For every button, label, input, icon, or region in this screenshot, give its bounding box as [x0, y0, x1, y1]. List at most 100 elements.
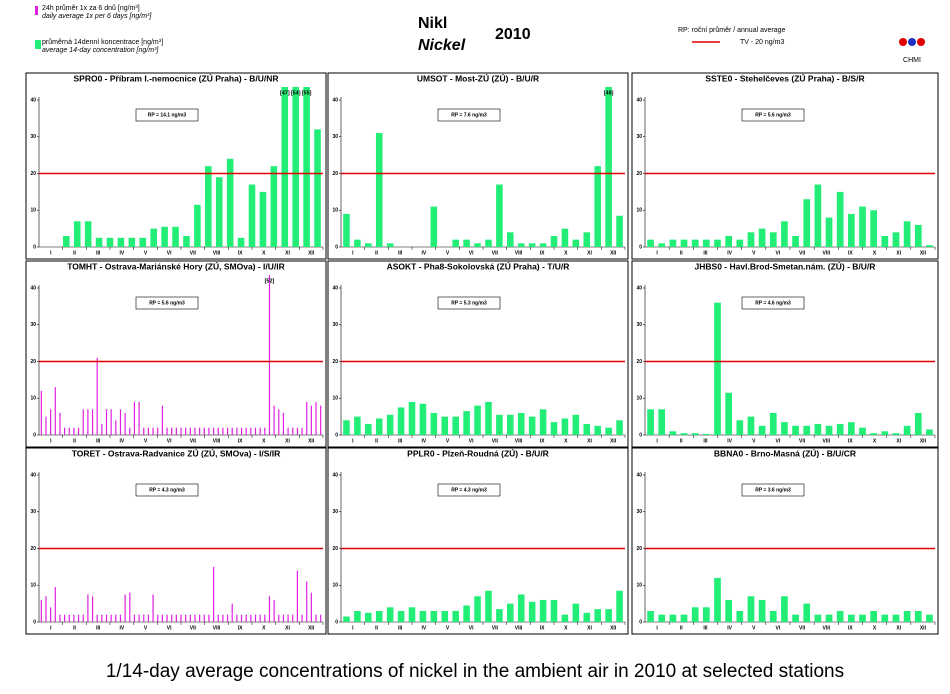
bar [63, 235, 70, 247]
bar [152, 594, 154, 622]
x-tick-label: III [703, 625, 708, 631]
bar [594, 166, 601, 247]
panel [631, 260, 939, 448]
bar [572, 414, 580, 435]
bar [203, 427, 205, 435]
annotation: RP = 5.3 ng/m3 [451, 300, 487, 306]
bar [119, 409, 122, 435]
bar [583, 612, 591, 622]
bar [485, 401, 492, 435]
bar [129, 427, 131, 435]
x-tick-label: VI [776, 250, 781, 256]
bar [375, 418, 383, 435]
bar [375, 610, 383, 622]
y-tick-label: 20 [30, 171, 36, 177]
bar [814, 184, 822, 247]
value-label: [55] [302, 90, 312, 96]
x-tick-label: IX [848, 438, 853, 444]
y-tick-label: 10 [636, 208, 642, 214]
bar [306, 581, 308, 622]
bar [926, 614, 933, 622]
y-tick-label: 40 [636, 472, 642, 478]
x-tick-label: X [873, 250, 877, 256]
bar [231, 603, 233, 622]
y-tick-label: 30 [30, 322, 36, 328]
title-en: Nickel [418, 37, 466, 54]
bar [647, 610, 654, 622]
y-tick-label: 10 [30, 583, 36, 589]
bar [792, 614, 799, 622]
x-tick-label: XI [896, 438, 901, 444]
y-tick-label: 20 [636, 171, 642, 177]
y-tick-label: 30 [332, 509, 338, 515]
bar [301, 427, 303, 435]
bar [115, 614, 117, 622]
bar [561, 418, 569, 435]
bar [408, 401, 416, 435]
bar [725, 235, 732, 247]
bar [408, 607, 416, 622]
bar [105, 614, 108, 622]
bar [594, 425, 601, 435]
chart-title: SSTE0 - Stehelčeves (ZÚ Praha) - B/S/R [705, 72, 864, 83]
bar [474, 243, 481, 247]
x-tick-label: IV [119, 250, 124, 256]
bar [758, 599, 766, 622]
y-tick-label: 0 [335, 432, 338, 438]
x-tick-label: II [375, 438, 378, 444]
bar [194, 427, 196, 435]
x-tick-label: V [144, 625, 148, 631]
bar [517, 412, 525, 435]
bar [215, 177, 223, 247]
bar [292, 427, 294, 435]
bar [903, 610, 911, 622]
y-tick-label: 20 [30, 546, 36, 552]
bar [365, 423, 372, 435]
tv-note: TV - 20 ng/m3 [740, 39, 784, 46]
bar [171, 614, 173, 622]
bar [781, 221, 788, 247]
bar [259, 191, 267, 247]
bar [397, 407, 405, 435]
bar [161, 614, 163, 622]
bar [124, 412, 126, 435]
bar [463, 605, 470, 622]
bar [528, 416, 536, 435]
x-tick-label: VIII [515, 250, 523, 256]
bar [82, 614, 84, 622]
bar [605, 609, 612, 622]
y-tick-label: 40 [332, 472, 338, 478]
chart-title: UMSOT - Most-ZÚ (ZÚ) - B/U/R [417, 72, 539, 83]
bar [180, 427, 182, 435]
x-tick-label: III [96, 625, 101, 631]
x-tick-label: I [50, 250, 52, 256]
bar [343, 616, 350, 622]
y-tick-label: 30 [636, 134, 642, 140]
bar [343, 420, 350, 435]
bar [605, 427, 612, 435]
bar [836, 610, 844, 622]
y-tick-label: 40 [332, 97, 338, 103]
bar [386, 243, 394, 247]
annotation-box [135, 483, 199, 497]
bar [859, 206, 866, 247]
x-tick-label: XI [587, 250, 592, 256]
bar [714, 239, 721, 247]
logo-dot [908, 38, 916, 46]
bar [848, 422, 855, 435]
bar [680, 433, 688, 435]
y-tick-label: 10 [332, 396, 338, 402]
bar [264, 427, 266, 435]
bar [50, 409, 52, 435]
bar [474, 405, 481, 435]
bar [199, 614, 201, 622]
bar [236, 614, 238, 622]
bar [183, 235, 190, 247]
bar [240, 427, 243, 435]
bar [59, 614, 61, 622]
bar [310, 592, 312, 622]
x-tick-label: II [375, 250, 378, 256]
bar [870, 210, 877, 247]
bar [87, 594, 89, 622]
x-tick-label: II [680, 625, 683, 631]
